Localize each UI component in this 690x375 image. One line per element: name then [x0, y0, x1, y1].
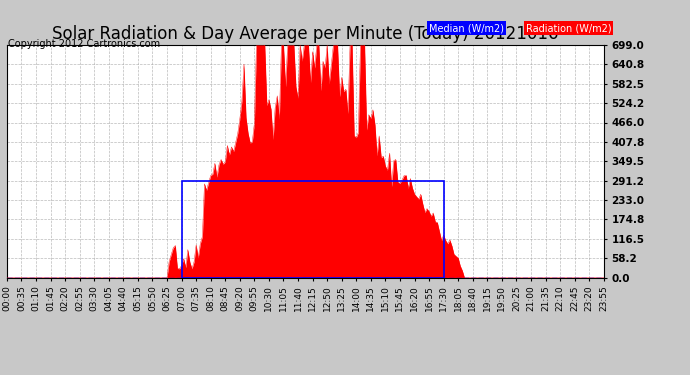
Text: Median (W/m2): Median (W/m2) [429, 23, 504, 33]
Bar [181, 181, 444, 278]
Title: Solar Radiation & Day Average per Minute (Today) 20121016: Solar Radiation & Day Average per Minute… [52, 26, 559, 44]
Text: Copyright 2012 Cartronics.com: Copyright 2012 Cartronics.com [8, 39, 160, 50]
Text: Radiation (W/m2): Radiation (W/m2) [526, 23, 611, 33]
